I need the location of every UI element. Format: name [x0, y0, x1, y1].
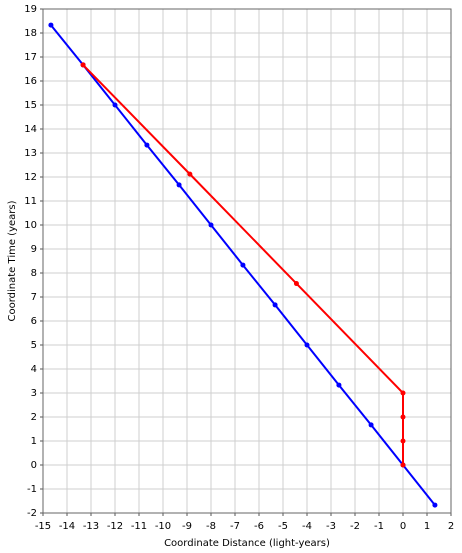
- y-tick-label: 18: [24, 28, 37, 39]
- data-point: [368, 422, 374, 428]
- y-tick-label: 15: [24, 100, 37, 111]
- y-tick-label: 0: [31, 460, 37, 471]
- x-tick-label: -5: [278, 521, 288, 532]
- y-tick-label: 17: [24, 52, 37, 63]
- y-tick-label: 12: [24, 172, 37, 183]
- y-tick-label: 8: [31, 268, 37, 279]
- x-tick-label: -10: [155, 521, 171, 532]
- data-point: [144, 142, 150, 148]
- data-point: [432, 502, 438, 508]
- y-tick-label: 7: [31, 292, 37, 303]
- y-tick-label: 3: [31, 388, 37, 399]
- x-tick-label: -12: [107, 521, 123, 532]
- x-tick-label: -3: [326, 521, 336, 532]
- data-point: [176, 182, 182, 188]
- data-point: [336, 382, 342, 388]
- y-tick-label: 11: [24, 196, 37, 207]
- x-tick-label: -14: [59, 521, 75, 532]
- y-tick-label: 6: [31, 316, 37, 327]
- y-tick-label: 10: [24, 220, 37, 231]
- data-point: [80, 62, 86, 68]
- y-tick-label: 1: [31, 436, 37, 447]
- data-point: [272, 302, 278, 308]
- data-point: [187, 171, 193, 177]
- y-tick-label: 13: [24, 148, 37, 159]
- data-point: [400, 438, 406, 444]
- x-tick-label: -7: [230, 521, 240, 532]
- y-tick-label: 5: [31, 340, 37, 351]
- x-tick-label: -6: [254, 521, 264, 532]
- y-tick-label: 2: [31, 412, 37, 423]
- x-tick-label: -8: [206, 521, 216, 532]
- x-tick-label: 1: [424, 521, 430, 532]
- x-tick-label: 2: [448, 521, 454, 532]
- x-tick-label: -15: [35, 521, 51, 532]
- data-point: [48, 22, 54, 28]
- data-point: [293, 281, 299, 287]
- data-point: [400, 414, 406, 420]
- y-tick-label: 14: [24, 124, 37, 135]
- data-point: [304, 342, 310, 348]
- x-tick-label: -2: [350, 521, 360, 532]
- y-tick-label: 9: [31, 244, 37, 255]
- data-point: [112, 102, 118, 108]
- x-tick-label: -13: [83, 521, 99, 532]
- x-tick-label: -11: [131, 521, 147, 532]
- x-axis-label: Coordinate Distance (light-years): [164, 538, 330, 549]
- x-tick-label: -9: [182, 521, 192, 532]
- data-point: [400, 462, 406, 468]
- x-tick-label: 0: [400, 521, 406, 532]
- x-tick-label: -4: [302, 521, 312, 532]
- data-point: [208, 222, 214, 228]
- data-point: [240, 262, 246, 268]
- y-tick-label: -2: [27, 508, 37, 519]
- plot-border: [42, 8, 452, 514]
- x-tick-label: -1: [374, 521, 384, 532]
- y-tick-label: 19: [24, 4, 37, 15]
- data-point: [400, 390, 406, 396]
- y-tick-label: -1: [27, 484, 37, 495]
- y-tick-label: 4: [31, 364, 37, 375]
- y-axis-label: Coordinate Time (years): [7, 200, 18, 321]
- y-tick-label: 16: [24, 76, 37, 87]
